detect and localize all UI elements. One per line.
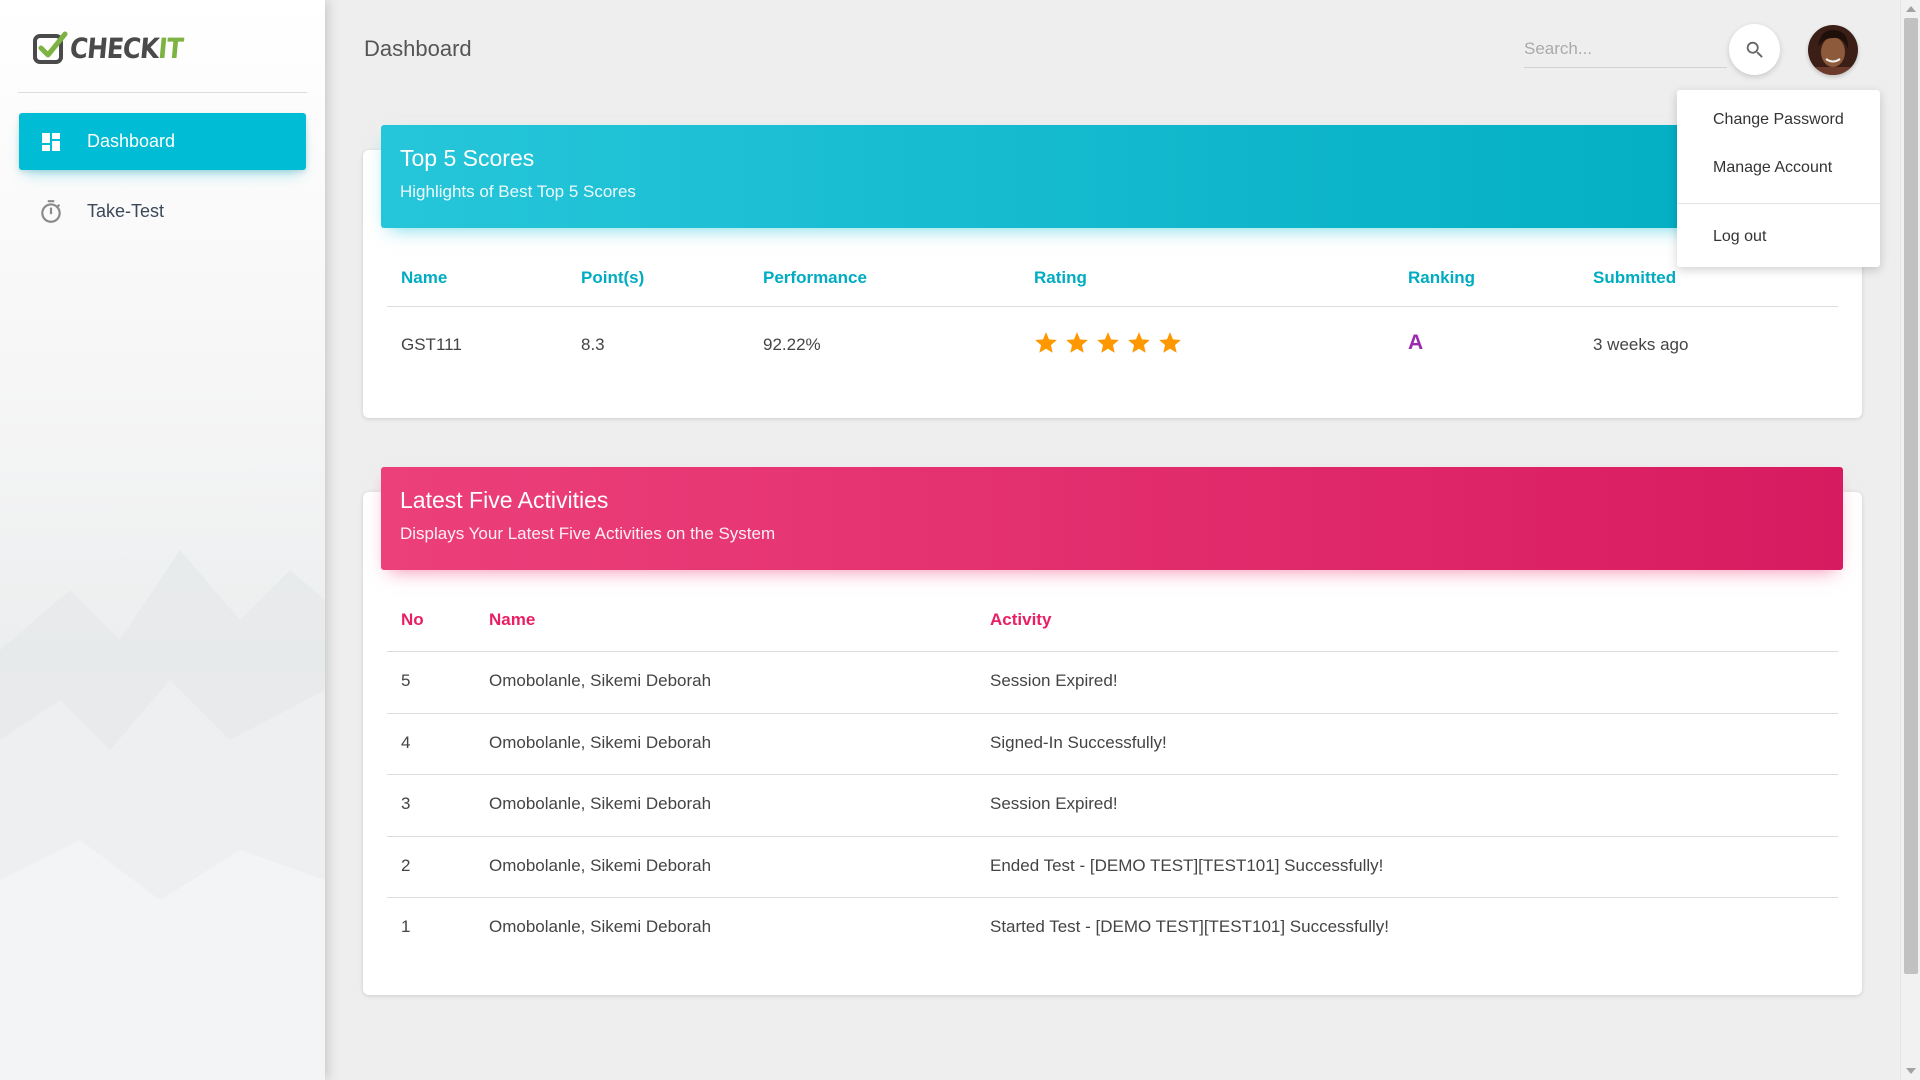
activity-description: Session Expired! [990, 671, 1118, 690]
sidebar-item-dashboard[interactable]: Dashboard [19, 113, 306, 170]
logo-check-icon [33, 31, 68, 64]
menu-item-log-out[interactable]: Log out [1713, 228, 1767, 245]
sidebar-item-label: Dashboard [87, 131, 176, 151]
logo-wordmark: CHECKIT [68, 31, 185, 65]
user-avatar[interactable] [1808, 25, 1858, 75]
activity-no: 2 [401, 855, 411, 875]
logo-divider [18, 92, 307, 93]
column-header: Performance [763, 268, 867, 287]
menu-item-change-password[interactable]: Change Password [1713, 111, 1844, 128]
star-icon [1097, 332, 1119, 353]
user-menu-dropdown: Change Password Manage Account Log out [1677, 90, 1880, 267]
activity-user-name: Omobolanle, Sikemi Deborah [489, 794, 712, 813]
search-button[interactable] [1729, 24, 1780, 75]
card-title: Top 5 Scores [400, 145, 535, 171]
sidebar: CHECKIT Dashboard Take-Test [0, 0, 325, 1080]
card-header: Latest Five Activities Displays Your Lat… [381, 467, 1843, 570]
column-header: Ranking [1408, 268, 1476, 287]
score-performance: 92.22% [763, 335, 821, 354]
card-header: Top 5 Scores Highlights of Best Top 5 Sc… [381, 125, 1843, 228]
activity-user-name: Omobolanle, Sikemi Deborah [489, 855, 712, 875]
page-scrollbar[interactable] [1900, 0, 1920, 1080]
row-divider [387, 835, 1838, 837]
activities-table: No Name Activity 5 Omobolanle, Sikemi Deb… [387, 610, 1838, 980]
activity-no: 5 [401, 671, 411, 690]
menu-divider [1677, 203, 1880, 204]
score-submitted: 3 weeks ago [1593, 335, 1689, 354]
scroll-down-arrow[interactable] [1906, 1068, 1916, 1074]
card-title: Latest Five Activities [400, 487, 609, 513]
column-header: No [401, 610, 424, 629]
activity-user-name: Omobolanle, Sikemi Deborah [489, 732, 712, 752]
sidebar-item-label: Take-Test [87, 201, 165, 221]
star-icon [1035, 332, 1057, 353]
scrollbar-thumb[interactable] [1904, 18, 1918, 974]
header-divider [387, 306, 1838, 307]
avatar-image [1808, 25, 1858, 75]
activity-description: Session Expired! [990, 794, 1118, 813]
activity-user-name: Omobolanle, Sikemi Deborah [489, 917, 712, 936]
timer-icon [38, 199, 64, 225]
star-icon [1128, 332, 1150, 353]
activity-user-name: Omobolanle, Sikemi Deborah [489, 671, 712, 690]
score-points: 8.3 [581, 335, 605, 354]
dashboard-icon [38, 129, 64, 155]
score-name: GST111 [401, 335, 462, 354]
scores-table: Name Point(s) Performance Rating Ranking… [387, 268, 1838, 408]
sidebar-background-mountains [0, 550, 325, 1080]
column-header: Rating [1034, 268, 1087, 287]
search-icon [1746, 41, 1763, 58]
column-header: Name [489, 610, 536, 629]
table-row: 1 Omobolanle, Sikemi Deborah Started Test … [387, 897, 1838, 959]
search-field[interactable] [1524, 30, 1727, 68]
column-header: Name [401, 268, 448, 287]
rating-stars [1033, 330, 1183, 356]
activity-description: Started Test - [DEMO TEST][TEST101] Succ… [990, 917, 1390, 936]
menu-item-manage-account[interactable]: Manage Account [1713, 159, 1833, 176]
activity-no: 1 [401, 917, 411, 936]
page-title: Dashboard [364, 36, 472, 61]
activity-no: 4 [401, 732, 411, 752]
activity-description: Ended Test - [DEMO TEST][TEST101] Succes… [990, 855, 1384, 875]
table-row: 5 Omobolanle, Sikemi Deborah Session Expir… [387, 651, 1838, 714]
activity-no: 3 [401, 794, 411, 813]
table-row: 2 Omobolanle, Sikemi Deborah Ended Test - … [387, 836, 1838, 898]
scroll-up-arrow[interactable] [1906, 6, 1916, 12]
score-ranking: A [1408, 331, 1424, 354]
column-header: Point(s) [581, 268, 645, 287]
header-divider [387, 651, 1838, 652]
card-subtitle: Displays Your Latest Five Activities on … [400, 524, 776, 543]
star-icon [1159, 332, 1181, 353]
checkit-logo[interactable]: CHECKIT [32, 26, 198, 70]
sidebar-item-take-test[interactable]: Take-Test [19, 183, 306, 240]
search-input[interactable] [1524, 30, 1727, 67]
table-row: 3 Omobolanle, Sikemi Deborah Session Expir… [387, 774, 1838, 837]
top-scores-card: Top 5 Scores Highlights of Best Top 5 Sc… [363, 125, 1862, 418]
row-divider [387, 712, 1838, 714]
card-subtitle: Highlights of Best Top 5 Scores [400, 182, 636, 201]
star-icon [1066, 332, 1088, 353]
activity-description: Signed-In Successfully! [990, 732, 1167, 752]
table-row: 4 Omobolanle, Sikemi Deborah Signed-In Suc… [387, 713, 1838, 775]
column-header: Activity [990, 610, 1052, 629]
row-divider [387, 774, 1838, 775]
column-header: Submitted [1593, 268, 1677, 287]
row-divider [387, 897, 1838, 898]
latest-activities-card: Latest Five Activities Displays Your Lat… [363, 467, 1862, 995]
